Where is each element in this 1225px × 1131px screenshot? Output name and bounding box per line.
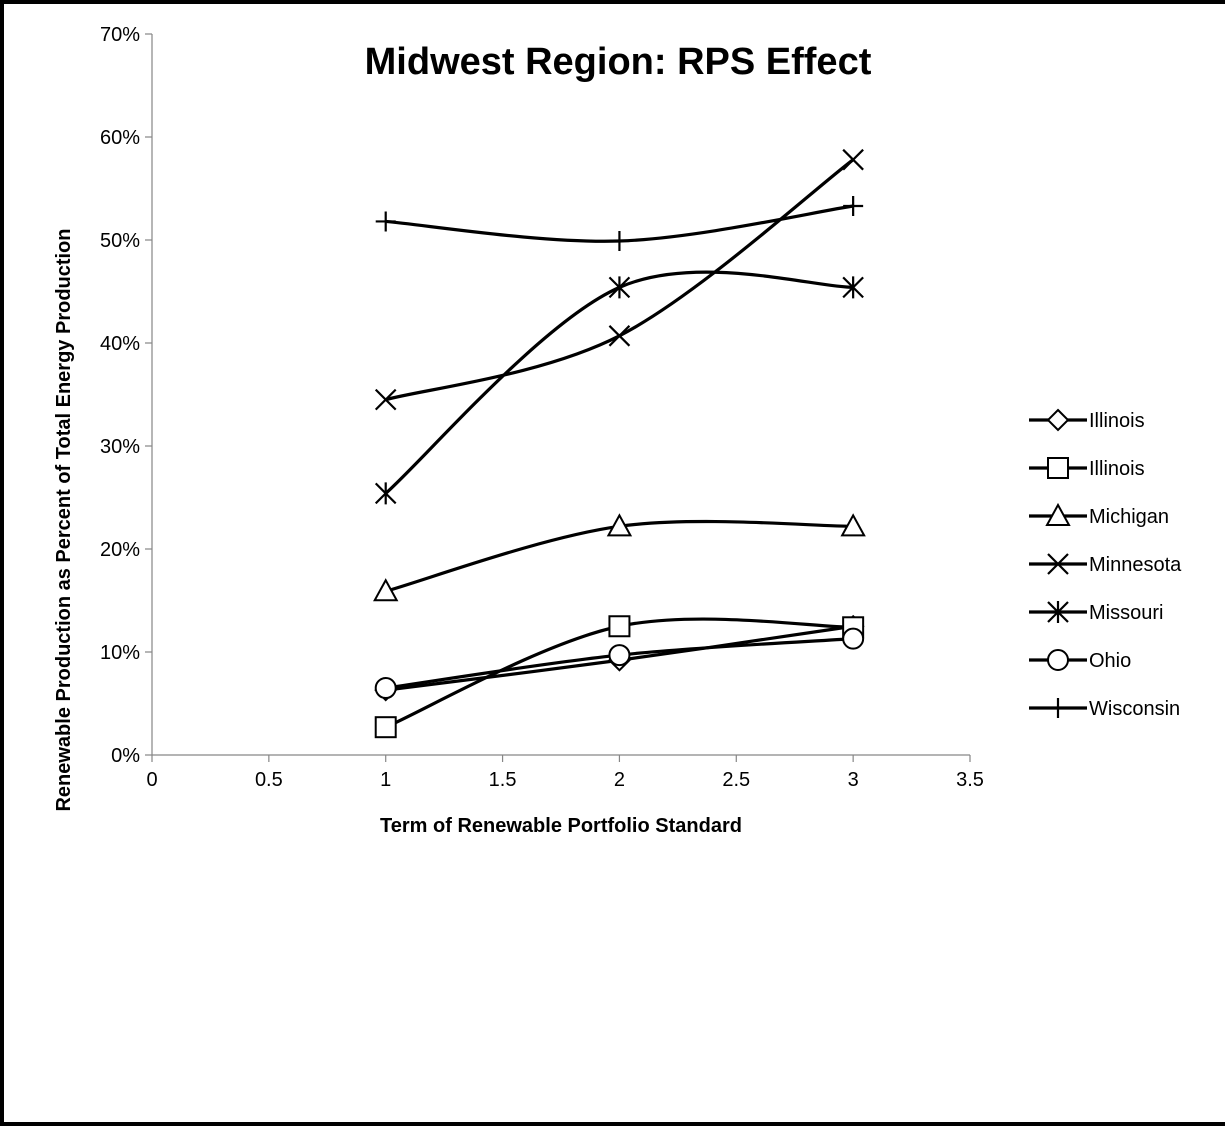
legend-label-ohio: Ohio [1089,650,1131,672]
x-tick-label: 1 [380,769,391,791]
legend-item-missouri: Missouri [1029,601,1163,624]
point-michigan [373,578,399,602]
series-wisconsin [375,196,864,252]
chart-title: Midwest Region: RPS Effect [365,41,872,83]
legend-item-ohio: Ohio [1029,649,1131,672]
y-tick-label: 60% [100,127,140,149]
legend-label-wisconsin: Wisconsin [1089,698,1180,720]
y-axis-title: Renewable Production as Percent of Total… [53,228,75,811]
point-ohio [608,644,631,667]
legend-label-illinois: Illinois [1089,458,1145,480]
legend-marker-minnesota [1047,553,1069,575]
legend-item-wisconsin: Wisconsin [1029,698,1180,720]
x-tick-label: 0.5 [255,769,283,791]
series-michigan [373,513,866,602]
series-layer [373,148,866,739]
y-tick-label: 40% [100,333,140,355]
point-ohio [374,677,397,700]
y-tick-label: 30% [100,436,140,458]
legend-marker-illinois [1046,408,1070,432]
legend-marker-illinois [1047,457,1069,479]
point-minnesota [608,325,631,347]
legend-item-michigan: Michigan [1029,502,1169,528]
legend-label-illinois: Illinois [1089,410,1145,432]
legend-item-minnesota: Minnesota [1029,553,1182,576]
rps-line-chart: Midwest Region: RPS Effect Term of Renew… [53,24,1182,837]
x-axis-title: Term of Renewable Portfolio Standard [380,815,742,837]
legend-item-illinois: Illinois [1029,457,1145,480]
point-wisconsin [609,231,630,252]
series-minnesota [374,148,864,411]
point-ohio [842,627,865,650]
x-tick-label: 3 [848,769,859,791]
legend-marker-missouri [1047,601,1069,623]
legend-marker-michigan [1045,502,1071,526]
x-tick-label: 1.5 [489,769,517,791]
y-tick-label: 20% [100,539,140,561]
legend-item-illinois: Illinois [1029,408,1145,432]
point-michigan [840,513,866,537]
y-tick-label: 0% [111,745,140,767]
point-illinois [608,615,631,638]
legend-label-minnesota: Minnesota [1089,554,1182,576]
series-missouri [374,270,864,505]
legend-marker-wisconsin [1048,698,1068,718]
point-illinois [374,716,397,739]
point-minnesota [374,388,397,411]
axes: 0% 10% 20% 30% 40% 50% 60% 70% 0 0.5 1 1.5 2 2.5 3 3.5 [100,24,984,791]
x-tick-label: 0 [146,769,157,791]
x-tick-label: 2.5 [722,769,750,791]
x-tick-label: 2 [614,769,625,791]
point-wisconsin [375,211,396,232]
y-tick-label: 70% [100,24,140,46]
legend-label-michigan: Michigan [1089,506,1169,528]
series-ohio [374,627,865,700]
y-tick-label: 10% [100,642,140,664]
point-missouri [842,276,864,299]
point-michigan [606,513,633,537]
point-missouri [374,482,397,505]
y-tick-label: 50% [100,230,140,252]
legend-marker-ohio [1047,649,1069,671]
x-tick-label: 3.5 [956,769,984,791]
point-missouri [608,276,631,299]
legend: Illinois Illinois Michigan Minnesota Missour… [1029,408,1182,720]
legend-label-missouri: Missouri [1089,602,1163,624]
series-line-missouri [384,270,854,495]
point-wisconsin [843,196,864,217]
point-minnesota [842,148,864,171]
series-illinois [374,615,865,739]
